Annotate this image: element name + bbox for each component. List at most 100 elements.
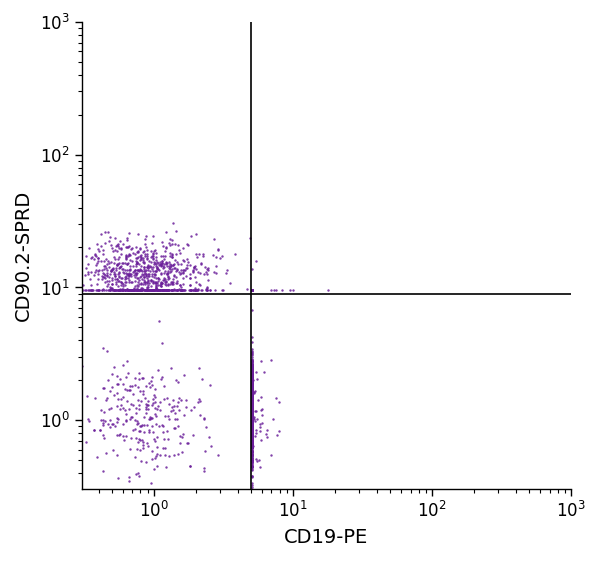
Point [128,286,137,295]
Point [100,407,109,416]
Point [142,420,151,429]
Point [202,265,212,274]
Point [109,419,118,428]
Point [146,286,155,295]
Point [248,367,257,376]
Point [136,396,146,405]
Point [248,385,257,394]
Point [248,383,257,392]
Point [248,402,257,411]
Point [114,252,124,261]
Point [248,438,257,447]
Point [160,434,169,443]
Point [248,378,257,387]
Point [139,421,149,430]
Point [154,274,163,283]
Point [172,277,182,286]
Point [172,376,181,385]
Point [141,457,151,466]
Point [126,399,136,408]
Point [248,392,257,401]
Point [248,398,257,407]
Point [107,285,116,294]
Point [105,285,115,294]
Point [127,278,137,287]
Point [248,388,257,397]
Point [248,437,257,446]
Point [109,286,118,295]
Point [248,426,257,435]
Point [127,286,137,295]
Point [125,255,135,264]
Point [135,255,145,264]
Point [175,268,184,277]
Point [175,286,184,295]
Point [110,286,120,295]
Point [248,402,257,411]
Point [248,415,257,424]
Point [248,398,257,407]
Point [248,388,257,397]
Point [134,368,144,377]
Point [248,403,257,412]
Point [112,242,121,251]
Point [89,255,98,264]
Point [248,402,257,411]
Point [142,249,152,258]
Point [248,401,257,410]
Point [248,430,257,439]
Point [162,269,172,278]
Point [193,286,202,295]
Point [136,445,145,454]
Point [154,366,163,375]
Point [131,286,141,295]
Point [248,462,257,471]
Point [248,411,257,420]
Point [112,450,121,459]
Point [248,425,257,434]
Point [248,409,257,418]
Point [248,361,257,370]
Point [141,399,151,408]
Point [164,415,173,424]
Point [142,286,152,295]
Point [248,396,257,404]
Point [157,286,167,295]
Point [248,401,257,410]
Point [97,275,107,284]
Point [121,273,130,282]
Point [248,396,257,404]
Point [248,384,257,393]
Point [117,286,127,295]
Point [248,405,257,414]
Point [104,277,114,286]
Point [149,286,158,295]
Point [137,266,146,275]
Point [213,245,223,254]
Point [248,388,257,397]
Point [165,234,175,243]
Point [167,279,177,288]
Point [248,305,257,314]
Point [109,286,119,295]
Point [248,384,257,393]
Point [172,286,182,295]
Point [248,371,257,380]
Point [248,391,257,400]
Point [122,235,132,244]
Point [248,428,257,437]
Point [94,266,103,275]
Point [179,429,188,438]
Point [152,286,162,295]
Point [248,402,257,411]
Point [157,373,167,381]
Point [148,413,157,422]
Point [248,400,257,409]
Point [108,246,118,255]
Point [149,286,158,295]
Point [248,429,257,438]
Point [248,369,257,378]
Point [209,268,218,277]
Point [248,465,257,473]
Point [98,415,108,424]
